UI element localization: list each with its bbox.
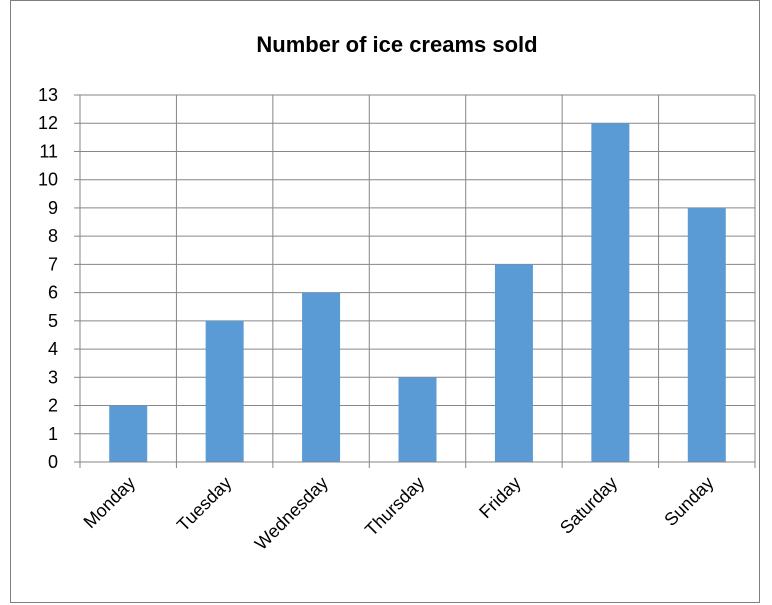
bars [109, 123, 726, 462]
y-tick-label: 6 [48, 283, 58, 303]
y-tick-label: 0 [48, 452, 58, 472]
y-tick-label: 8 [48, 226, 58, 246]
chart-frame [10, 0, 760, 603]
chart-title: Number of ice creams sold [256, 32, 537, 57]
y-tick-label: 7 [48, 254, 58, 274]
bar-friday [494, 264, 533, 462]
y-tick-label: 1 [48, 424, 58, 444]
x-category-label: Friday [475, 473, 525, 523]
y-tick-label: 12 [38, 113, 58, 133]
y-tick-label: 5 [48, 311, 58, 331]
x-category-label: Thursday [361, 473, 428, 540]
bar-wednesday [302, 292, 341, 462]
x-category-label: Wednesday [251, 473, 332, 554]
bar-tuesday [205, 320, 244, 462]
y-tick-label: 11 [39, 141, 58, 161]
y-tick-label: 10 [38, 170, 58, 190]
x-category-label: Saturday [556, 473, 621, 538]
x-category-label: Monday [80, 473, 139, 532]
y-tick-label: 4 [48, 339, 58, 359]
y-tick-label: 9 [48, 198, 58, 218]
bar-saturday [591, 123, 630, 462]
y-tick-label: 13 [38, 85, 58, 105]
x-category-label: Sunday [660, 473, 717, 530]
x-category-label: Tuesday [173, 473, 235, 535]
bar-thursday [398, 377, 437, 462]
x-axis-labels: Monday Tuesday Wednesday Thursday Friday Satu… [79, 462, 756, 554]
bar-sunday [687, 207, 726, 462]
y-tick-label: 3 [48, 367, 58, 387]
bar-monday [109, 405, 148, 462]
y-tick-label: 2 [48, 396, 58, 416]
